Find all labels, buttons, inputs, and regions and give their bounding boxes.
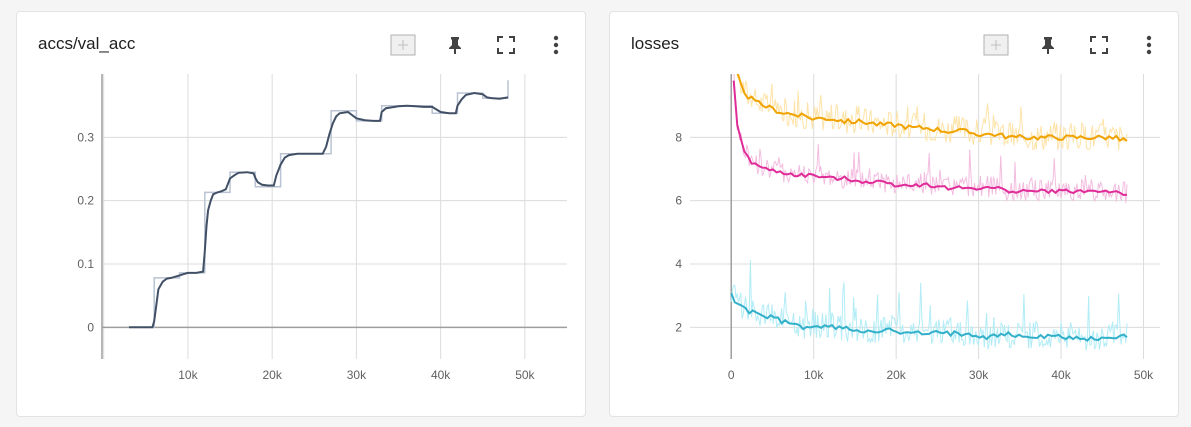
- y-tick-label: 8: [675, 130, 682, 144]
- val-acc-smoothed-line: [129, 91, 509, 329]
- series-group: [129, 80, 509, 329]
- more-vert-icon[interactable]: [1136, 32, 1162, 58]
- grid: [690, 74, 1160, 359]
- y-tick-label: 4: [675, 257, 682, 271]
- pink-loss-raw-line: [733, 74, 1128, 204]
- pink-loss-smoothed-line: [732, 80, 1128, 197]
- y-tick-label: 2: [675, 320, 682, 334]
- pin-icon[interactable]: [1035, 32, 1061, 58]
- x-tick-label: 20k: [886, 368, 906, 382]
- x-tick-label: 10k: [804, 368, 824, 382]
- x-tick-label: 30k: [347, 368, 367, 382]
- x-tick-label: 30k: [969, 368, 989, 382]
- val-acc-raw-line: [129, 80, 509, 329]
- losses-chart: 0 10k 20k 30k 40k 50k 2 4 6 8: [675, 74, 1160, 382]
- chart-card-val-acc: accs/val_acc 10k 20k 30k 40k 50k 0 0.1 0.2 0.3: [16, 11, 586, 417]
- y-tick-label: 6: [675, 194, 682, 208]
- x-tick-label: 50k: [515, 368, 535, 382]
- cyan-loss-smoothed-line: [730, 292, 1128, 342]
- x-tick-label: 40k: [431, 368, 451, 382]
- chart-title: losses: [631, 34, 680, 53]
- x-tick-label: 20k: [262, 368, 282, 382]
- grid: [102, 74, 567, 359]
- y-tick-label: 0.2: [77, 194, 94, 208]
- fit-domain-icon[interactable]: [390, 32, 416, 58]
- y-tick-label: 0: [87, 320, 94, 334]
- fullscreen-icon[interactable]: [493, 32, 519, 58]
- x-tick-label: 50k: [1134, 368, 1154, 382]
- pin-icon[interactable]: [442, 32, 468, 58]
- fullscreen-icon[interactable]: [1086, 32, 1112, 58]
- x-tick-label: 0: [728, 368, 735, 382]
- x-tick-label: 40k: [1051, 368, 1071, 382]
- y-tick-label: 0.3: [77, 130, 94, 144]
- more-vert-icon[interactable]: [543, 32, 569, 58]
- y-tick-label: 0.1: [77, 257, 94, 271]
- orange-loss-smoothed-line: [736, 74, 1128, 142]
- cyan-loss-raw-line: [730, 259, 1128, 351]
- val-acc-chart: 10k 20k 30k 40k 50k 0 0.1 0.2 0.3: [77, 74, 567, 382]
- chart-title: accs/val_acc: [38, 34, 136, 53]
- chart-card-losses: losses 0 10k 20k 30k 40k 50k 2 4 6 8: [609, 11, 1179, 417]
- fit-domain-icon[interactable]: [983, 32, 1009, 58]
- series-group: [730, 74, 1128, 351]
- x-tick-label: 10k: [178, 368, 198, 382]
